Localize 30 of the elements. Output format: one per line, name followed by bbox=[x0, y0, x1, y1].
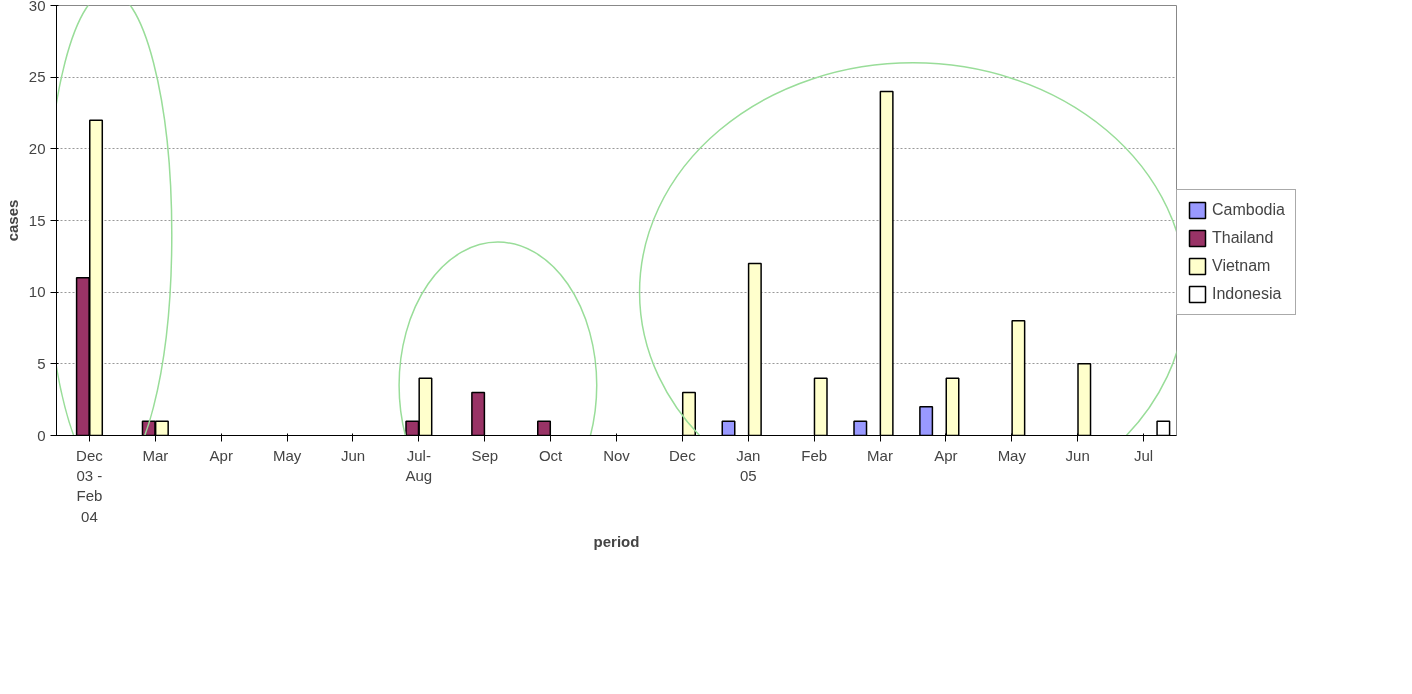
y-tick-label: 0 bbox=[37, 426, 46, 444]
x-tick-label: Jun bbox=[1065, 446, 1090, 464]
x-axis-title: period bbox=[593, 532, 640, 550]
x-tick-label: Apr bbox=[209, 446, 233, 464]
x-tick-label: Feb bbox=[801, 446, 828, 464]
x-tick-label: Jan 05 bbox=[736, 446, 761, 484]
y-tick-label: 15 bbox=[28, 211, 46, 229]
legend-label: Cambodia bbox=[1212, 201, 1285, 219]
x-tick-label: Mar bbox=[867, 446, 893, 464]
legend-label: Thailand bbox=[1212, 229, 1274, 247]
y-tick-label: 20 bbox=[28, 139, 46, 157]
x-tick-label: Jun bbox=[340, 446, 366, 464]
y-axis-title: cases bbox=[3, 199, 21, 242]
y-tick-label: 25 bbox=[28, 68, 46, 86]
x-tick-label: Jul bbox=[1133, 446, 1154, 464]
x-tick-label: Oct bbox=[538, 446, 564, 464]
x-tick-label: Mar bbox=[142, 446, 169, 464]
y-tick-label: 30 bbox=[28, 0, 46, 14]
x-tick-label: Apr bbox=[934, 446, 958, 464]
legend-label: Indonesia bbox=[1212, 285, 1282, 303]
x-tick-label: Jul- Aug bbox=[405, 446, 433, 484]
x-tick-label: Dec bbox=[669, 446, 697, 464]
x-tick-label: Nov bbox=[603, 446, 631, 464]
y-tick-label: 5 bbox=[37, 354, 46, 372]
x-tick-label: Sep bbox=[471, 446, 499, 464]
x-tick-label: May bbox=[997, 446, 1027, 464]
x-tick-label: May bbox=[272, 446, 302, 464]
x-tick-label: Dec 03 - Feb 04 bbox=[76, 446, 104, 525]
legend-label: Vietnam bbox=[1212, 257, 1271, 275]
y-tick-label: 10 bbox=[28, 283, 46, 301]
